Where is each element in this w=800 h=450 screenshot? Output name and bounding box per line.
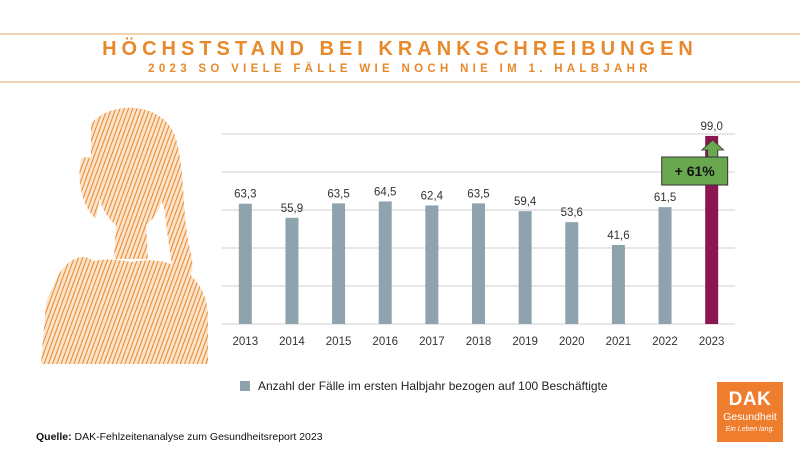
value-label-2013: 63,3 <box>234 189 256 201</box>
header-rule-top <box>0 33 800 35</box>
x-tick-2020: 2020 <box>559 336 585 348</box>
bar-2020 <box>565 222 579 324</box>
growth-badge <box>661 156 729 186</box>
source-note: Quelle: DAK-Fehlzeitenanalyse zum Gesund… <box>36 431 323 443</box>
bar-2017 <box>425 205 439 324</box>
legend-label: Anzahl der Fälle im ersten Halbjahr bezo… <box>258 379 608 393</box>
x-tick-2017: 2017 <box>419 336 445 348</box>
value-label-2020: 53,6 <box>561 207 583 219</box>
dak-logo: DAK Gesundheit Ein Leben lang. <box>717 382 783 442</box>
logo-tagline: Ein Leben lang. <box>725 426 775 433</box>
source-text: DAK-Fehlzeitenanalyse zum Gesundheitsrep… <box>71 431 323 443</box>
bar-2019 <box>518 211 532 324</box>
bar-2018 <box>472 203 485 324</box>
bar-2016 <box>378 201 392 324</box>
value-label-2023: 99,0 <box>700 121 722 133</box>
woman-headache-icon <box>41 107 208 364</box>
x-tick-2021: 2021 <box>606 336 632 348</box>
bar-2013 <box>238 203 252 324</box>
value-label-2021: 41,6 <box>607 230 629 242</box>
x-tick-2022: 2022 <box>652 336 678 348</box>
bar-2022 <box>658 207 672 324</box>
bar-2015 <box>332 203 346 324</box>
value-label-2015: 63,5 <box>327 188 349 200</box>
value-label-2014: 55,9 <box>281 203 303 215</box>
chart-title: HÖCHSTSTAND BEI KRANKSCHREIBUNGEN <box>102 38 698 60</box>
legend-swatch <box>240 381 250 391</box>
x-tick-2018: 2018 <box>466 336 492 348</box>
value-label-2017: 62,4 <box>421 190 444 202</box>
x-tick-2013: 2013 <box>233 336 259 348</box>
value-label-2022: 61,5 <box>654 192 676 204</box>
x-tick-2016: 2016 <box>372 336 398 348</box>
value-label-2018: 63,5 <box>467 188 489 200</box>
header-rule-bottom <box>0 81 800 83</box>
value-label-2016: 64,5 <box>374 186 396 198</box>
bar-2014 <box>285 217 299 324</box>
value-label-2019: 59,4 <box>514 196 537 208</box>
chart-subtitle: 2023 SO VIELE FÄLLE WIE NOCH NIE IM 1. H… <box>148 63 652 75</box>
source-label: Quelle: <box>36 431 72 443</box>
x-tick-2015: 2015 <box>326 336 352 348</box>
logo-name: DAK <box>728 389 772 410</box>
x-tick-2014: 2014 <box>279 336 305 348</box>
growth-label: + 61% <box>675 163 716 179</box>
logo-sub: Gesundheit <box>723 411 777 423</box>
x-tick-2019: 2019 <box>512 336 538 348</box>
x-tick-2023: 2023 <box>699 336 725 348</box>
bar-2021 <box>611 244 625 324</box>
up-arrow-icon <box>700 139 725 159</box>
chart-legend: Anzahl der Fälle im ersten Halbjahr bezo… <box>240 379 608 393</box>
